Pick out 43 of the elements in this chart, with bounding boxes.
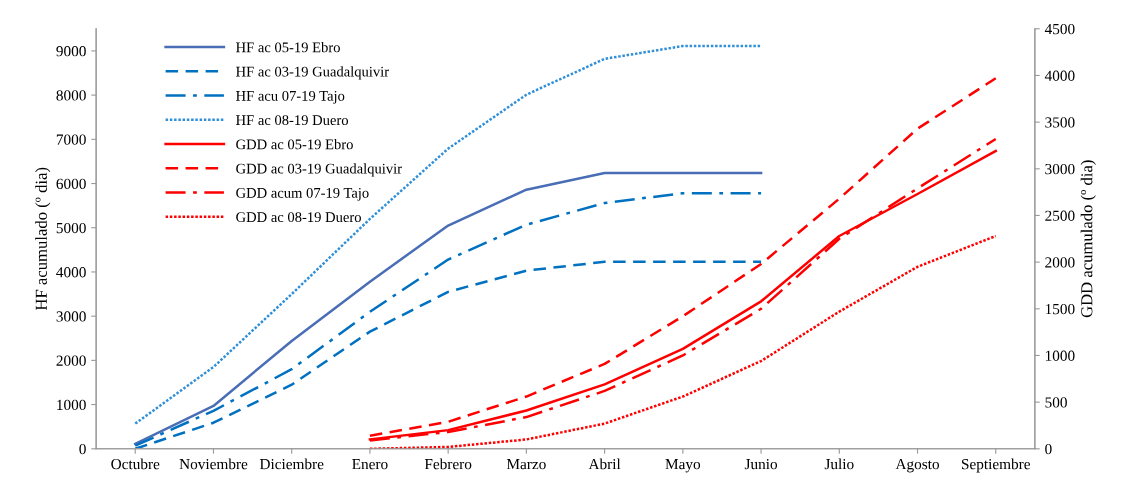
y2-axis-title: GDD acumulado (º dia) xyxy=(1080,160,1096,318)
x-tick-label: Julio xyxy=(824,458,854,470)
y-tick-label: 9000 xyxy=(56,46,86,57)
legend-label: GDD ac 03-19 Guadalquivir xyxy=(236,163,402,177)
y2-tick-label: 3000 xyxy=(1045,163,1075,175)
y2-tick-label: 2000 xyxy=(1045,257,1075,268)
legend-label: HF acu 07-19 Tajo xyxy=(236,90,345,104)
legend-label: GDD acum 07-19 Tajo xyxy=(236,187,369,201)
legend-label: GDD ac 05-19 Ebro xyxy=(236,139,353,150)
y-axis-title: HF acumulado (º dia) xyxy=(35,167,51,311)
legend-label: HF ac 03-19 Guadalquivir xyxy=(236,66,389,80)
x-tick-label: Noviembre xyxy=(179,458,248,470)
y-tick-label: 8000 xyxy=(56,90,86,101)
legend-label: GDD ac 08-19 Duero xyxy=(236,212,361,223)
x-tick-label: Diciembre xyxy=(259,458,324,470)
y2-tick-label: 2500 xyxy=(1045,210,1075,221)
x-tick-label: Agosto xyxy=(895,458,940,473)
y-tick-label: 3000 xyxy=(56,311,86,322)
line-series xyxy=(134,44,763,425)
legend-label: HF ac 08-19 Duero xyxy=(236,115,349,126)
y2-tick-label: 0 xyxy=(1045,443,1052,455)
y-tick-label: 0 xyxy=(79,443,86,455)
y2-tick-label: 1500 xyxy=(1045,303,1075,315)
y2-tick-label: 1000 xyxy=(1045,350,1075,361)
x-tick-label: Enero xyxy=(352,459,388,470)
y-tick-label: 5000 xyxy=(56,222,86,234)
legend-label: HF ac 05-19 Ebro xyxy=(236,42,340,53)
y-tick-label: 1000 xyxy=(57,399,86,411)
y2-tick-label: 3500 xyxy=(1045,117,1075,128)
x-tick-label: Septiembre xyxy=(961,458,1031,473)
x-tick-label: Febrero xyxy=(424,458,472,470)
y2-tick-label: 4000 xyxy=(1044,70,1075,81)
x-tick-label: Marzo xyxy=(506,459,546,470)
x-tick-label: Abril xyxy=(588,458,621,470)
x-tick-label: Junio xyxy=(744,459,778,470)
y-tick-label: 6000 xyxy=(56,178,86,189)
x-tick-label: Octubre xyxy=(111,458,160,470)
y2-tick-label: 4500 xyxy=(1044,23,1075,35)
y2-tick-label: 500 xyxy=(1045,397,1067,408)
y-tick-label: 2000 xyxy=(56,355,86,366)
x-tick-label: Mayo xyxy=(665,459,701,473)
y-tick-label: 7000 xyxy=(56,134,86,145)
y-tick-label: 4000 xyxy=(56,267,86,278)
